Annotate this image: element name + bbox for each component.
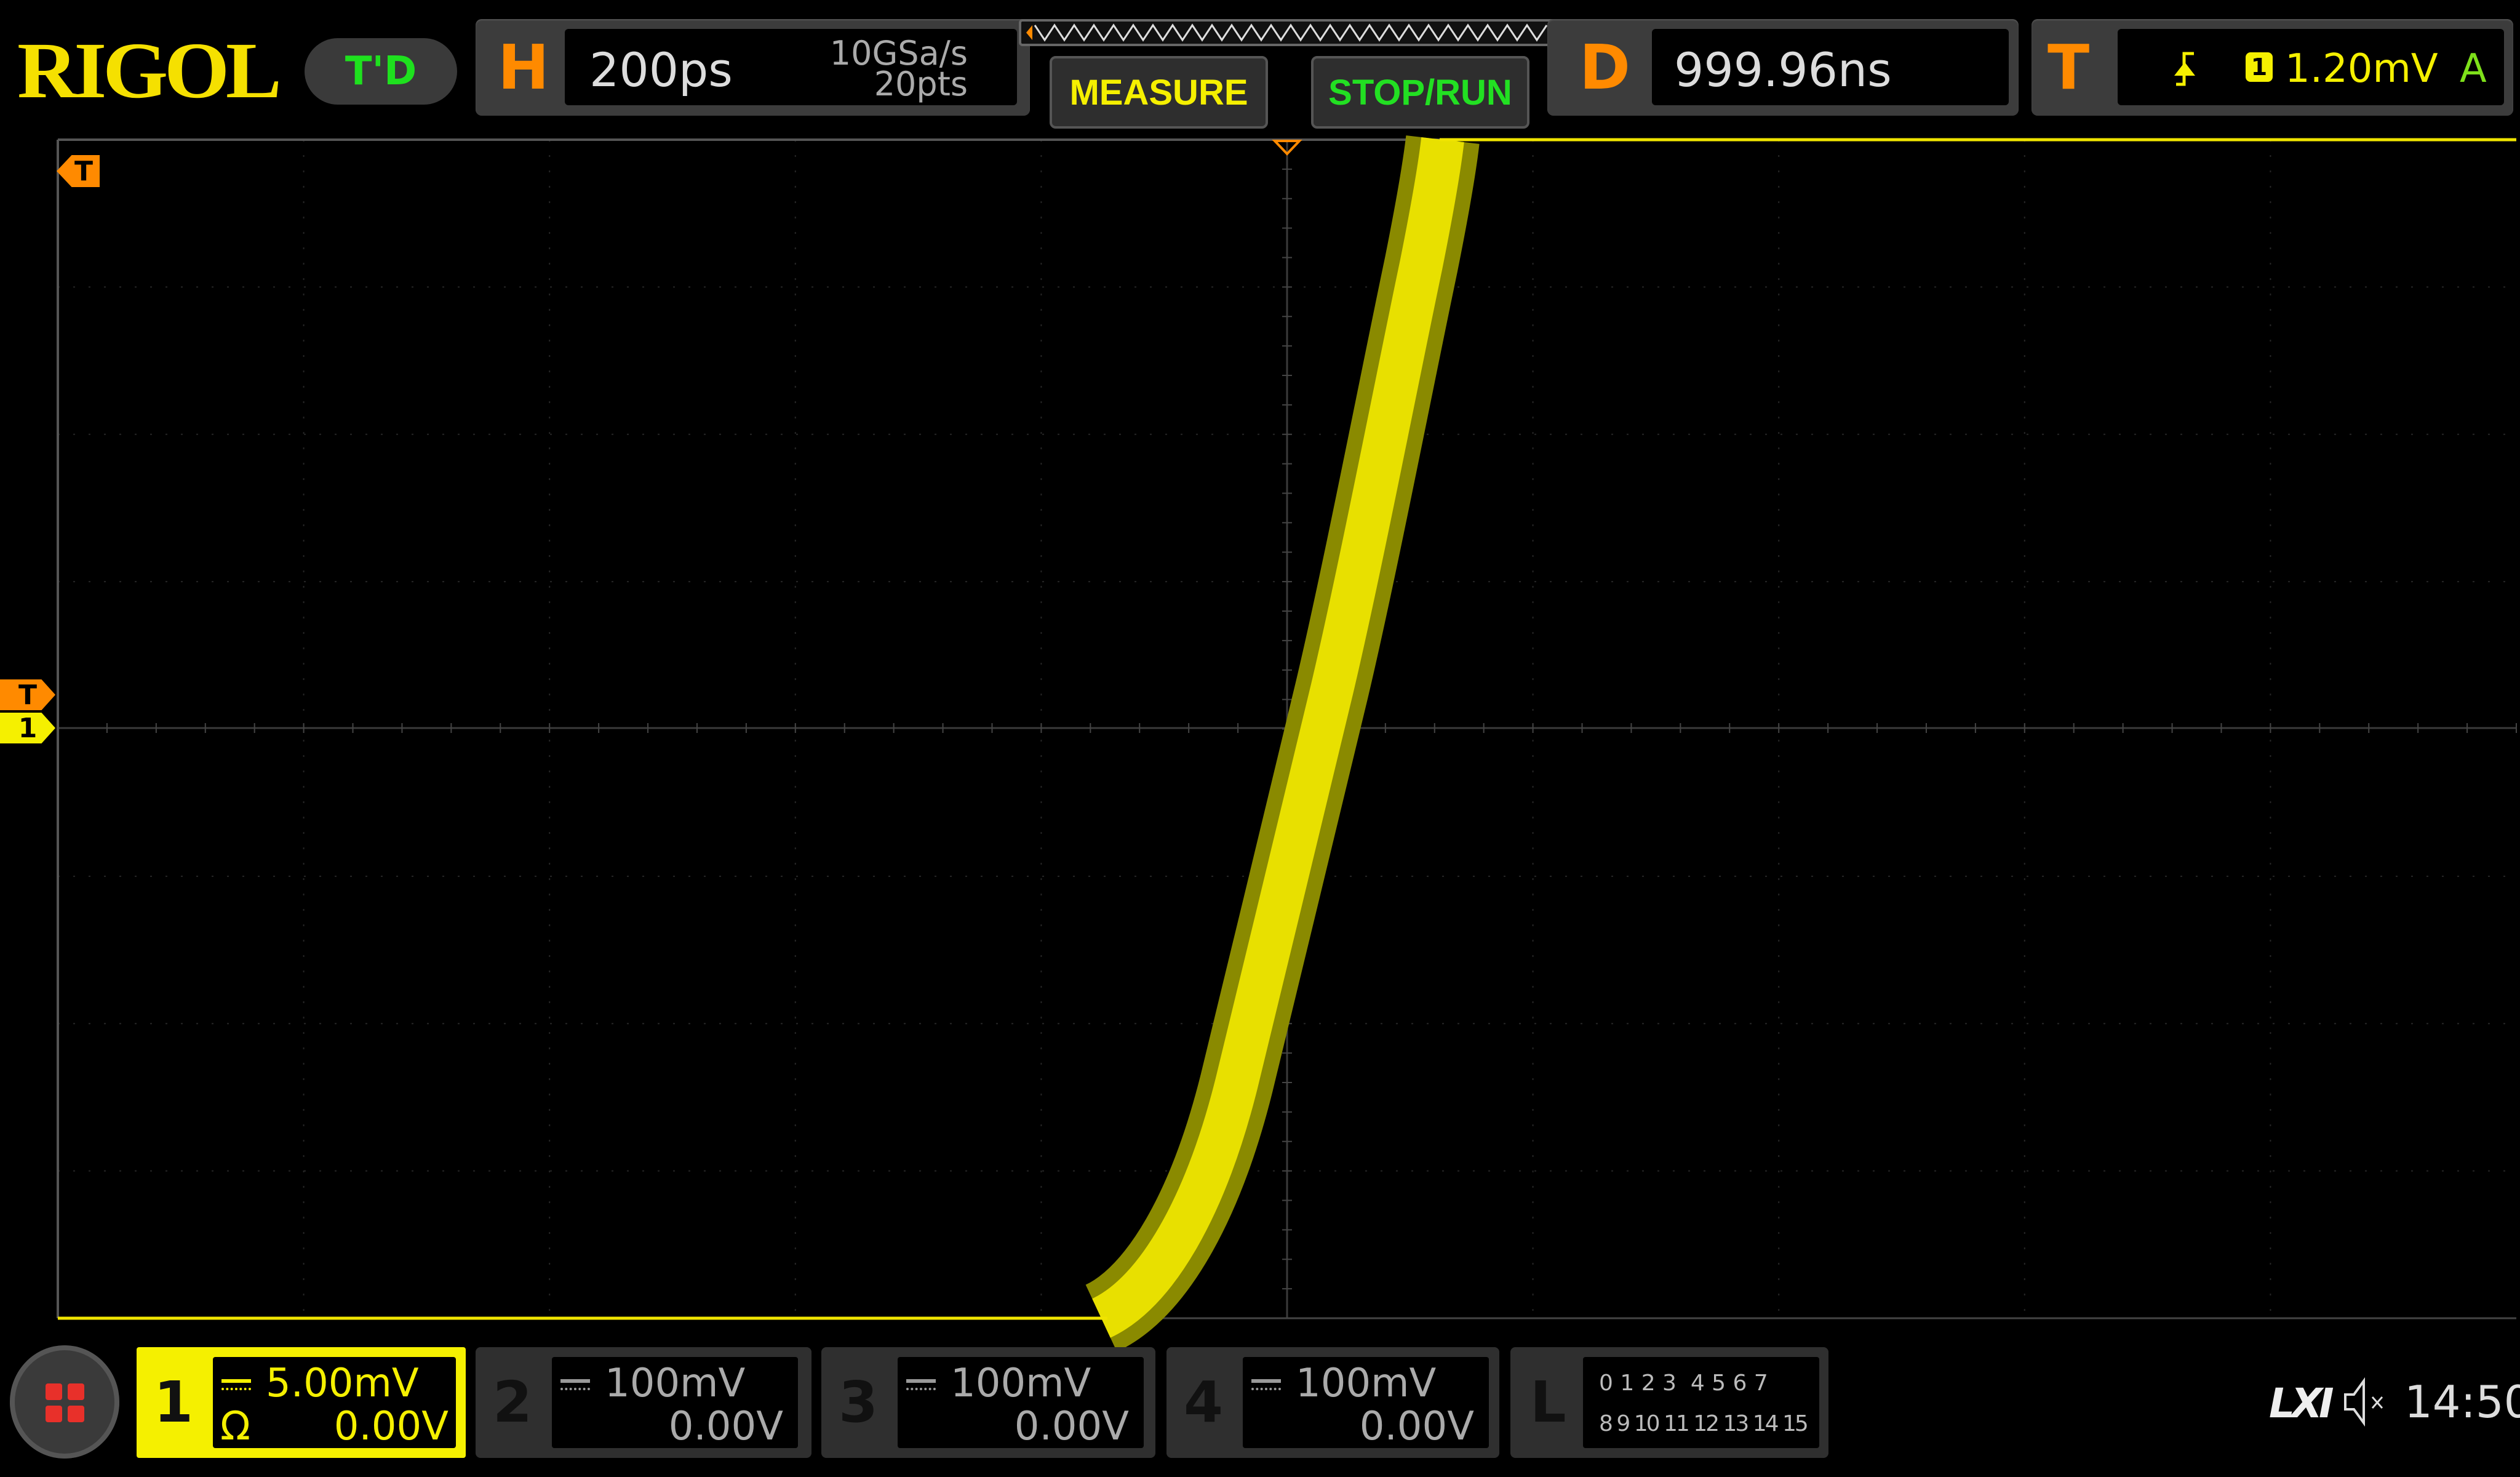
channel1-display: 5.00mV Ω 0.00V: [213, 1357, 456, 1449]
rigol-logo: RIGOL: [17, 26, 282, 115]
delay-panel[interactable]: D 999.96ns: [1547, 19, 2019, 116]
dc-coupling-icon: [560, 1379, 590, 1390]
channel2-scale: 100mV: [605, 1361, 746, 1406]
mode-td-button[interactable]: T'D: [305, 38, 457, 105]
channel2-number: 2: [493, 1369, 533, 1435]
channel4-number: 4: [1184, 1369, 1224, 1435]
horizontal-panel[interactable]: H 200ps 10GSa/s 20pts: [476, 19, 1030, 116]
channel1-waveform: [1091, 137, 1464, 1338]
channel4-offset: 0.00V: [1359, 1404, 1474, 1449]
impedance-icon: Ω: [220, 1404, 250, 1449]
channel1-scale: 5.00mV: [266, 1361, 419, 1406]
trigger-display: 1 1.20mV A: [2118, 29, 2504, 105]
stop-run-button[interactable]: STOP/RUN: [1311, 56, 1529, 129]
logic-display: 0 1 2 3 4 5 6 7 8 9 10 11 12 13 14 15: [1583, 1357, 1819, 1448]
trigger-time-marker-icon: [1272, 140, 1302, 156]
channel1-panel[interactable]: 1 5.00mV Ω 0.00V: [137, 1347, 466, 1458]
trigger-level-marker[interactable]: T: [0, 679, 55, 710]
measure-button[interactable]: MEASURE: [1050, 56, 1268, 129]
channel3-scale: 100mV: [951, 1361, 1091, 1406]
sample-rate: 10GSa/s: [829, 34, 968, 73]
dc-coupling-icon: [1251, 1379, 1281, 1390]
delay-label: D: [1579, 31, 1631, 103]
trigger-level: 1.20mV: [2285, 46, 2438, 92]
channel1-number: 1: [154, 1369, 194, 1435]
channel3-number: 3: [839, 1369, 879, 1435]
logic-label: L: [1530, 1369, 1566, 1435]
logic-channels-8-15: 8 9 10 11 12 13 14 15: [1599, 1411, 1809, 1436]
trigger-position-label: T: [74, 155, 93, 187]
channel4-scale: 100mV: [1296, 1361, 1437, 1406]
horizontal-label: H: [498, 31, 549, 103]
channel3-offset: 0.00V: [1014, 1404, 1129, 1449]
timebase-value: 200ps: [589, 42, 733, 97]
channel2-display: 100mV 0.00V: [552, 1357, 798, 1449]
trigger-mode: A: [2460, 46, 2487, 92]
channel4-display: 100mV 0.00V: [1243, 1357, 1489, 1449]
rising-edge-icon: [2174, 52, 2195, 86]
channel3-display: 100mV 0.00V: [898, 1357, 1144, 1449]
horizontal-display: 200ps 10GSa/s 20pts: [565, 29, 1017, 105]
channel4-panel[interactable]: 4 100mV 0.00V: [1166, 1347, 1499, 1458]
channel1-marker-label: 1: [18, 712, 38, 744]
position-marker-icon: [1026, 25, 1032, 40]
memory-zigzag: [1026, 23, 1548, 42]
memory-position-bar[interactable]: [1019, 19, 1562, 46]
channel1-offset-marker[interactable]: 1: [0, 713, 55, 743]
trigger-source-badge: 1: [2246, 52, 2273, 82]
trigger-panel[interactable]: T 1 1.20mV A: [2032, 19, 2513, 116]
channel3-panel[interactable]: 3 100mV 0.00V: [821, 1347, 1155, 1458]
trigger-level-label: T: [18, 679, 37, 711]
memory-depth: 20pts: [874, 65, 968, 103]
trigger-label: T: [2048, 31, 2090, 103]
speaker-muted-icon[interactable]: [2343, 1377, 2392, 1427]
channel1-offset: 0.00V: [333, 1404, 449, 1449]
delay-display: 999.96ns: [1652, 29, 2009, 105]
lxi-logo: LXI: [2269, 1380, 2334, 1427]
dc-coupling-icon: [221, 1379, 251, 1390]
channel2-offset: 0.00V: [668, 1404, 783, 1449]
logic-channels-0-7: 0 1 2 3 4 5 6 7: [1599, 1371, 1768, 1396]
menu-grid-icon: [46, 1383, 84, 1422]
clock-time: 14:50: [2404, 1376, 2520, 1428]
dc-coupling-icon: [906, 1379, 936, 1390]
channel2-panel[interactable]: 2 100mV 0.00V: [476, 1347, 811, 1458]
logic-panel[interactable]: L 0 1 2 3 4 5 6 7 8 9 10 11 12 13 14 15: [1510, 1347, 1828, 1458]
delay-value: 999.96ns: [1674, 42, 1892, 97]
main-menu-button[interactable]: [10, 1345, 119, 1459]
